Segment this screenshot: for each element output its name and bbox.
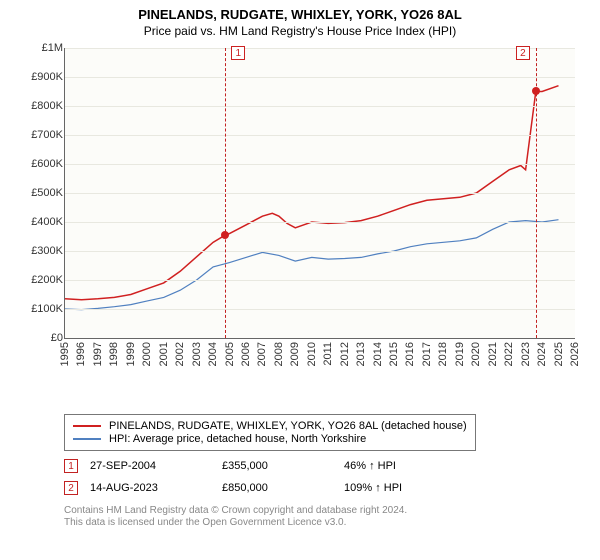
footer-line-2: This data is licensed under the Open Gov… [64,517,582,530]
x-axis-label: 2020 [470,342,482,366]
x-axis-label: 2009 [289,342,301,366]
legend-box: PINELANDS, RUDGATE, WHIXLEY, YORK, YO26 … [64,414,476,451]
x-axis-label: 2008 [273,342,285,366]
x-axis-label: 2014 [372,342,384,366]
sale-row: 2 14-AUG-2023 £850,000 109% ↑ HPI [64,481,574,495]
x-axis-label: 2024 [536,342,548,366]
x-axis-label: 2007 [256,342,268,366]
y-axis-label: £600K [31,158,63,170]
sale-vline [225,48,226,338]
sale-row-marker: 1 [64,459,78,473]
x-axis-label: 2000 [141,342,153,366]
chart-plot-area: £0£100K£200K£300K£400K£500K£600K£700K£80… [64,48,575,339]
x-axis-label: 1995 [59,342,71,366]
legend-block: PINELANDS, RUDGATE, WHIXLEY, YORK, YO26 … [64,414,574,495]
y-axis-label: £100K [31,303,63,315]
chart-wrap: £0£100K£200K£300K£400K£500K£600K£700K£80… [18,44,578,374]
x-axis-label: 1996 [75,342,87,366]
footer-text: Contains HM Land Registry data © Crown c… [64,505,582,530]
x-axis-label: 1997 [92,342,104,366]
x-axis-label: 2018 [437,342,449,366]
footer-line-1: Contains HM Land Registry data © Crown c… [64,505,582,518]
sale-marker-box: 2 [516,46,530,60]
x-axis-label: 1998 [108,342,120,366]
legend-row: HPI: Average price, detached house, Nort… [73,433,467,445]
sale-date: 14-AUG-2023 [90,482,210,494]
sale-marker-box: 1 [231,46,245,60]
chart-subtitle: Price paid vs. HM Land Registry's House … [18,24,582,38]
chart-title: PINELANDS, RUDGATE, WHIXLEY, YORK, YO26 … [18,8,582,23]
legend-label: PINELANDS, RUDGATE, WHIXLEY, YORK, YO26 … [109,420,467,432]
chart-container: PINELANDS, RUDGATE, WHIXLEY, YORK, YO26 … [0,0,600,560]
sale-price: £355,000 [222,460,332,472]
x-axis-label: 2016 [404,342,416,366]
x-axis-label: 2023 [520,342,532,366]
x-axis-label: 2010 [306,342,318,366]
y-axis-label: £900K [31,71,63,83]
x-axis-label: 2013 [355,342,367,366]
sales-rows: 1 27-SEP-2004 £355,000 46% ↑ HPI 2 14-AUG-202… [64,459,574,495]
sale-dot [221,231,229,239]
y-axis-label: £700K [31,129,63,141]
y-axis-label: £800K [31,100,63,112]
legend-swatch [73,425,101,427]
y-axis-label: £300K [31,245,63,257]
sale-row-marker: 2 [64,481,78,495]
x-axis-label: 2021 [487,342,499,366]
y-axis-label: £500K [31,187,63,199]
x-axis-label: 2011 [322,342,334,366]
x-axis-label: 2015 [388,342,400,366]
sale-price: £850,000 [222,482,332,494]
sale-dot [532,87,540,95]
x-axis-label: 2004 [207,342,219,366]
x-axis-label: 2005 [224,342,236,366]
x-axis-label: 1999 [125,342,137,366]
y-axis-label: £1M [42,42,63,54]
x-axis-label: 2006 [240,342,252,366]
x-axis-label: 2017 [421,342,433,366]
sale-pct: 46% ↑ HPI [344,460,396,472]
x-axis-label: 2001 [158,342,170,366]
x-axis-label: 2025 [553,342,565,366]
y-axis-label: £400K [31,216,63,228]
sale-row: 1 27-SEP-2004 £355,000 46% ↑ HPI [64,459,574,473]
x-axis-label: 2022 [503,342,515,366]
x-axis-label: 2012 [339,342,351,366]
series-line [65,220,559,310]
x-axis-label: 2002 [174,342,186,366]
x-axis-label: 2019 [454,342,466,366]
sale-pct: 109% ↑ HPI [344,482,402,494]
sale-date: 27-SEP-2004 [90,460,210,472]
legend-swatch [73,438,101,440]
x-axis-label: 2026 [569,342,581,366]
legend-row: PINELANDS, RUDGATE, WHIXLEY, YORK, YO26 … [73,420,467,432]
y-axis-label: £200K [31,274,63,286]
x-axis-label: 2003 [191,342,203,366]
legend-label: HPI: Average price, detached house, Nort… [109,433,366,445]
